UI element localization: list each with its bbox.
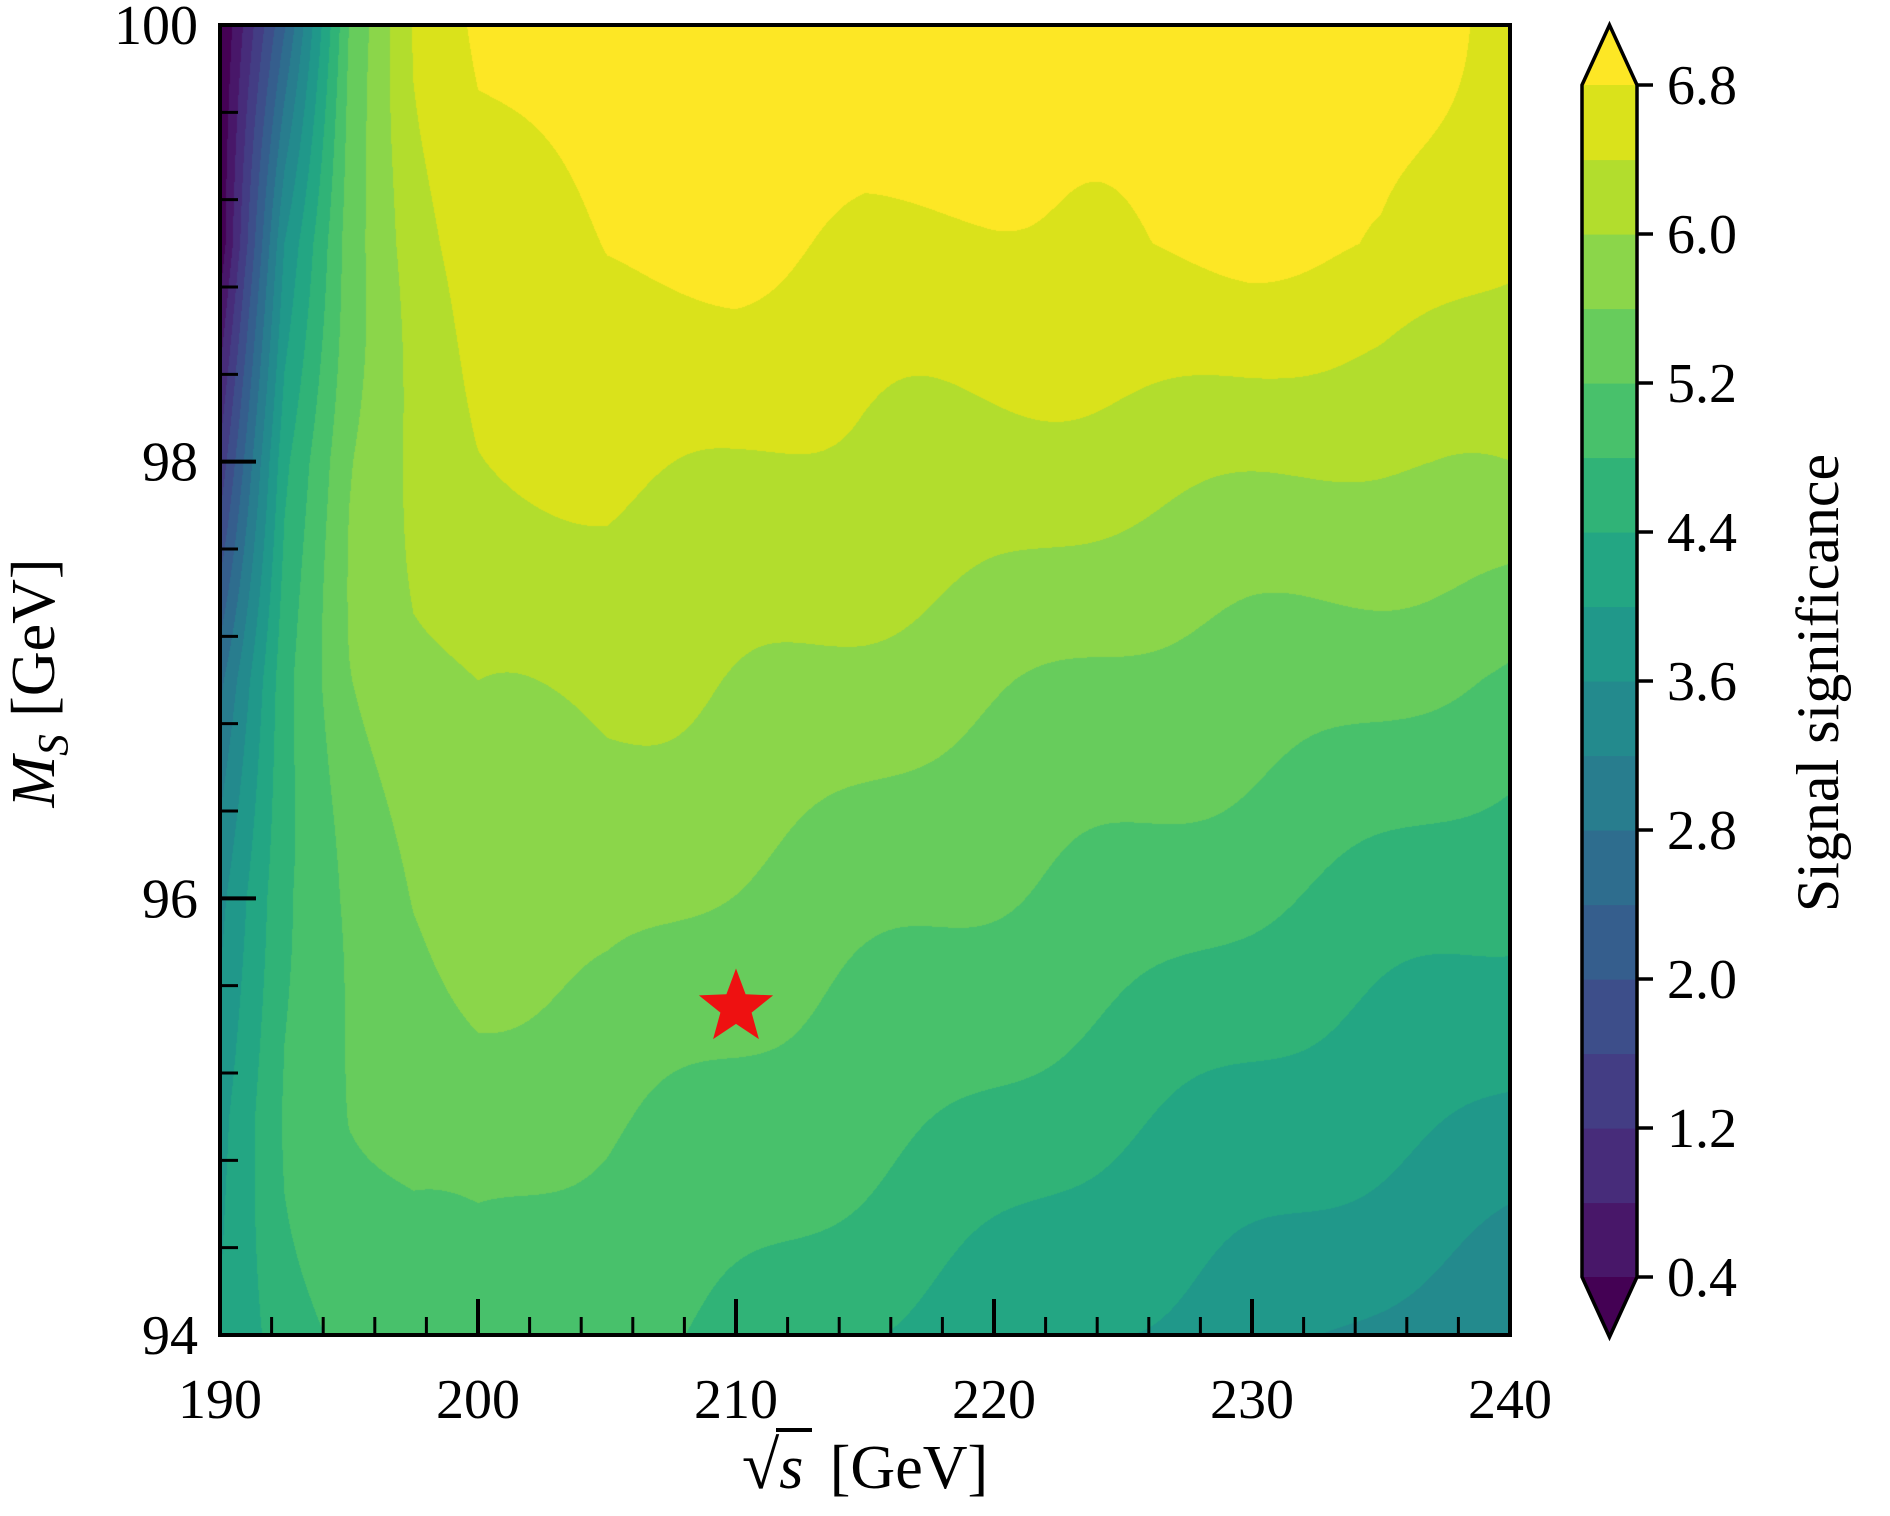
x-tick-label: 200 <box>436 1369 520 1431</box>
y-tick-label: 96 <box>142 868 198 930</box>
colorbar-segment <box>1582 681 1637 757</box>
colorbar-tick-label: 4.4 <box>1667 502 1737 564</box>
y-axis-symbol-subscript: S <box>29 734 78 756</box>
contour-plot-canvas <box>220 25 1510 1335</box>
x-tick-label: 240 <box>1468 1369 1552 1431</box>
colorbar-segment <box>1582 85 1637 161</box>
colorbar-tick-label: 0.4 <box>1667 1247 1737 1309</box>
colorbar-segment <box>1582 606 1637 682</box>
y-tick-label: 98 <box>142 432 198 494</box>
colorbar-segment <box>1582 308 1637 384</box>
x-axis-unit: [GeV] <box>829 1434 989 1502</box>
colorbar-tick-label: 5.2 <box>1667 353 1737 415</box>
colorbar-segment <box>1582 383 1637 459</box>
colorbar-segment <box>1582 1053 1637 1129</box>
colorbar-tick-label: 6.0 <box>1667 204 1737 266</box>
colorbar-tick-label: 1.2 <box>1667 1098 1737 1160</box>
x-axis-symbol: s <box>776 1428 813 1502</box>
colorbar-segment <box>1582 904 1637 980</box>
colorbar-segment <box>1582 532 1637 608</box>
colorbar-segment <box>1582 755 1637 831</box>
y-tick-label: 94 <box>142 1305 198 1367</box>
colorbar-segment <box>1582 830 1637 906</box>
x-tick-label: 190 <box>178 1369 262 1431</box>
colorbar-under-arrow <box>1582 1277 1637 1337</box>
colorbar-tick-label: 3.6 <box>1667 651 1737 713</box>
colorbar-segment <box>1582 1128 1637 1204</box>
y-axis-symbol: M <box>0 755 68 808</box>
y-tick-label: 100 <box>114 0 198 57</box>
colorbar-tick-label: 2.8 <box>1667 800 1737 862</box>
x-tick-label: 210 <box>694 1369 778 1431</box>
sqrt-radical-glyph: √ <box>741 1427 780 1503</box>
y-axis-label: MS [GeV] <box>0 383 77 983</box>
colorbar-outline <box>1580 20 1639 1342</box>
colorbar-over-arrow <box>1582 25 1637 85</box>
colorbar-tick-label: 6.8 <box>1667 55 1737 117</box>
colorbar-segment <box>1582 457 1637 533</box>
colorbar-segment <box>1582 234 1637 310</box>
x-tick-label: 220 <box>952 1369 1036 1431</box>
colorbar-tick-label: 2.0 <box>1667 949 1737 1011</box>
x-axis-label: √s [GeV] <box>220 1427 1510 1503</box>
colorbar-segment <box>1582 159 1637 235</box>
x-tick-label: 230 <box>1210 1369 1294 1431</box>
y-axis-unit: [GeV] <box>0 558 68 717</box>
colorbar-segment <box>1582 979 1637 1055</box>
colorbar-label: Signal significance <box>1785 453 1851 913</box>
colorbar-segment <box>1582 1202 1637 1278</box>
